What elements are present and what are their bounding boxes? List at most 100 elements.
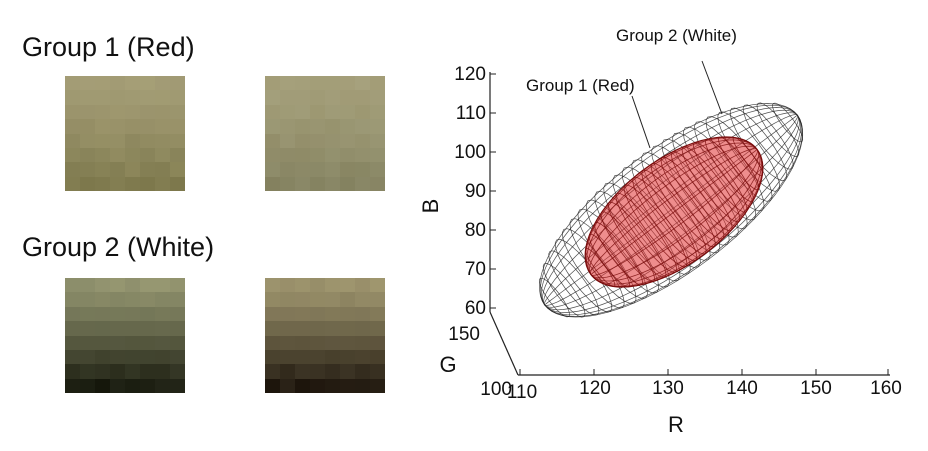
- patch-pixel: [170, 292, 185, 307]
- patch-pixel: [265, 90, 280, 105]
- patch-pixel: [125, 349, 140, 365]
- patch-pixel: [125, 335, 140, 350]
- patch-pixel: [310, 147, 325, 163]
- patch-pixel: [355, 147, 370, 163]
- b-axis-label: B: [418, 199, 443, 214]
- patch-pixel: [125, 378, 140, 393]
- patch-pixel: [310, 176, 325, 191]
- patch-pixel: [280, 378, 295, 393]
- patch-pixel: [65, 278, 80, 293]
- wireframe-longitude: [587, 142, 758, 275]
- wireframe-longitude: [544, 114, 803, 317]
- wireframe-longitude: [544, 114, 804, 318]
- patch-pixel: [155, 292, 170, 307]
- patch-pixel: [265, 349, 280, 365]
- patch-pixel: [155, 378, 170, 393]
- patch-pixel: [295, 306, 310, 322]
- patch-pixel: [95, 119, 110, 134]
- patch-pixel: [265, 321, 280, 336]
- patch-pixel: [355, 162, 370, 177]
- r-ticks: [519, 369, 889, 375]
- patch-pixel: [295, 162, 310, 177]
- patch-pixel: [310, 321, 325, 336]
- patch-pixel: [325, 378, 340, 393]
- patch-pixel: [140, 119, 155, 134]
- patch-pixel: [310, 349, 325, 365]
- wireframe-longitude: [590, 149, 762, 285]
- wireframe-longitude: [590, 149, 764, 288]
- r-tick-label: 110: [507, 382, 537, 403]
- patch-pixel: [95, 306, 110, 322]
- patch-pixel: [125, 321, 140, 336]
- patch-pixel: [125, 147, 140, 163]
- b-tick-label: 60: [465, 298, 486, 319]
- patch-pixel: [110, 133, 125, 148]
- patch-pixel: [370, 306, 385, 322]
- wireframe-longitude: [590, 149, 758, 275]
- patch-pixel: [340, 119, 355, 134]
- patch-pixel: [295, 378, 310, 393]
- patch-pixel: [325, 321, 340, 336]
- patch-pixel: [325, 90, 340, 105]
- patch-pixel: [340, 90, 355, 105]
- wireframe-longitude: [586, 139, 758, 275]
- patch-pixel: [370, 349, 385, 365]
- patch-pixel: [280, 364, 295, 379]
- patch-pixel: [80, 119, 95, 134]
- patch-pixel: [110, 306, 125, 322]
- g-axis-line: [489, 311, 519, 376]
- patch-pixel: [140, 76, 155, 91]
- patch-pixel: [295, 278, 310, 293]
- b-tick-label: 110: [456, 103, 486, 124]
- patch-pixel: [65, 349, 80, 365]
- patch-pixel: [140, 104, 155, 120]
- b-tick-label: 100: [454, 142, 486, 163]
- patch-pixel: [310, 162, 325, 177]
- patch-pixel: [155, 147, 170, 163]
- patch-pixel: [265, 364, 280, 379]
- patch-pixel: [155, 278, 170, 293]
- patch-pixel: [80, 335, 95, 350]
- patch-pixel: [310, 278, 325, 293]
- patch-pixel: [280, 278, 295, 293]
- patch-pixel: [125, 104, 140, 120]
- patch-pixel: [355, 335, 370, 350]
- patch-pixel: [370, 378, 385, 393]
- patch-pixel: [280, 76, 295, 91]
- patch-pixel: [280, 133, 295, 148]
- b-tick-label: 70: [465, 259, 486, 280]
- patch-pixel: [125, 292, 140, 307]
- patch-pixel: [340, 278, 355, 293]
- patch-pixel: [355, 292, 370, 307]
- wireframe-longitude: [590, 149, 758, 276]
- patch-pixel: [310, 90, 325, 105]
- r-tick-label: 140: [726, 378, 758, 399]
- patch-pixel: [155, 119, 170, 134]
- patch-pixel: [110, 119, 125, 134]
- patch-pixel: [265, 104, 280, 120]
- patch-pixel: [155, 133, 170, 148]
- patch-pixel: [140, 133, 155, 148]
- patch-pixel: [310, 119, 325, 134]
- patch-pixel: [310, 292, 325, 307]
- patch-pixel: [140, 364, 155, 379]
- patch-pixel: [140, 90, 155, 105]
- r-tick-label: 160: [870, 378, 902, 399]
- patch-pixel: [95, 90, 110, 105]
- patch-pixel: [170, 321, 185, 336]
- patch-pixel: [265, 378, 280, 393]
- patch-pixel: [280, 162, 295, 177]
- patch-pixel: [155, 176, 170, 191]
- patch-pixel: [155, 76, 170, 91]
- patch-pixel: [65, 306, 80, 322]
- patch-pixel: [310, 104, 325, 120]
- patch-pixel: [155, 335, 170, 350]
- patch-pixel: [140, 292, 155, 307]
- patch-pixel: [95, 378, 110, 393]
- patch-pixel: [355, 90, 370, 105]
- patch-pixel: [340, 335, 355, 350]
- patch-pixel: [355, 176, 370, 191]
- patch-pixel: [95, 147, 110, 163]
- patch-pixel: [140, 278, 155, 293]
- patch-pixel: [65, 133, 80, 148]
